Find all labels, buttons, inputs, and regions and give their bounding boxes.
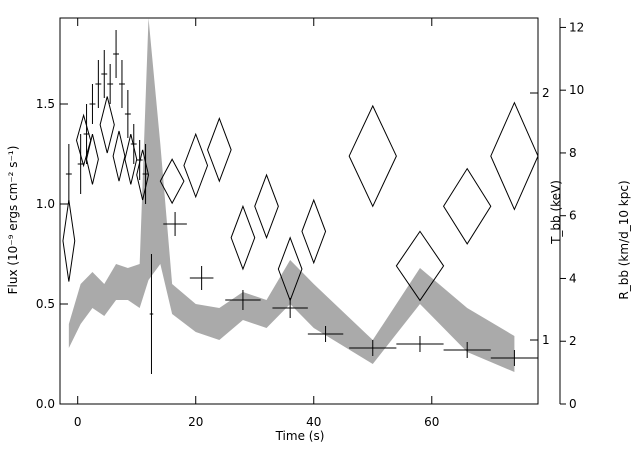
radius-diamond-15 [395,230,445,302]
flux-error-cross-15 [189,266,214,290]
radius-diamond-7 [159,158,185,205]
x-axis-label: Time (s) [275,429,325,443]
y-axis-right-inner-label: T_bb (keV) [549,180,563,245]
radius-diamond-0 [62,199,76,282]
radius-diamond-11 [254,173,279,240]
y-right-outer-tick-label: 10 [569,83,584,97]
y-left-tick-label: 1.5 [36,97,55,111]
gray-band [68,18,515,372]
radius-diamond-1 [76,113,92,168]
y-right-outer-tick-label: 2 [569,334,577,348]
y-right-inner-tick-label: 2 [542,86,550,100]
flux-error-cross-10 [130,124,137,164]
y-axis-right-inner-ticks: 12 [530,86,550,347]
radius-diamond-6 [136,149,150,201]
flux-error-cross-22 [490,350,538,366]
y-right-outer-tick-label: 6 [569,209,577,223]
flux-error-cross-12 [142,144,149,204]
x-tick-label: 40 [306,415,321,429]
flux-error-cross-14 [163,212,187,236]
y-axis-right-outer-ticks: 0 2 4 6 8 10 12 [560,20,584,411]
flux-error-cross-8 [119,60,125,108]
radius-diamond-2 [86,133,99,185]
y-right-outer-tick-label: 4 [569,271,577,285]
radius-diamond-10 [230,204,256,271]
flux-error-crosses [65,30,538,374]
y-axis-right-outer-label: R_bb (km/d_10 kpc) [617,180,631,299]
radius-diamond-5 [124,133,138,185]
y-left-tick-label: 0.5 [36,297,55,311]
radius-diamonds [62,96,539,302]
x-axis-ticks: 0 20 40 60 [74,18,439,429]
flux-error-cross-9 [124,90,131,138]
radius-diamond-14 [348,104,397,208]
y-axis-left-label: Flux (10⁻⁹ ergs cm⁻² s⁻¹) [6,146,20,295]
plot-frame [59,17,539,405]
flux-error-cross-0 [65,144,72,204]
radius-diamond-12 [277,236,303,302]
flux-error-cross-1 [77,134,84,194]
radius-diamond-13 [301,198,327,265]
flux-error-cross-18 [307,326,344,342]
y-right-outer-tick-label: 12 [569,20,584,34]
flux-error-cross-3 [89,84,96,124]
flux-error-cross-20 [396,336,444,352]
radius-diamond-3 [99,96,115,154]
x-tick-label: 20 [188,415,203,429]
flux-error-cross-4 [95,60,102,108]
y-left-tick-label: 1.0 [36,197,55,211]
y-axis-left-ticks: 0.0 0.5 1.0 1.5 [36,97,68,411]
radius-diamond-8 [183,132,209,199]
flux-error-cross-13 [149,254,154,374]
y-right-outer-tick-label: 8 [569,146,577,160]
y-right-inner-tick-label: 1 [542,333,550,347]
radius-diamond-17 [490,101,539,211]
flux-error-cross-7 [113,30,120,78]
radius-diamond-9 [206,117,232,183]
flux-error-cross-16 [225,290,261,310]
radius-diamond-16 [442,167,492,245]
y-right-outer-tick-label: 0 [569,397,577,411]
flux-error-cross-5 [101,50,108,98]
flux-error-cross-19 [349,340,397,356]
x-tick-label: 60 [424,415,439,429]
flux-error-cross-11 [136,140,143,180]
gray-band-layer [68,18,515,372]
flux-error-cross-21 [443,342,491,358]
radius-diamond-4 [112,130,126,182]
flux-error-cross-6 [107,64,114,104]
y-left-tick-label: 0.0 [36,397,55,411]
x-tick-label: 0 [74,415,82,429]
